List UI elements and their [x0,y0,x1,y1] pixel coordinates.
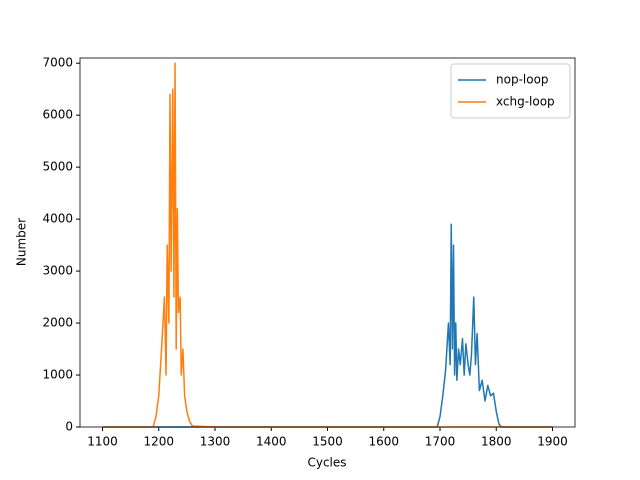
plot-frame [79,57,576,428]
x-tick-label: 1300 [200,435,231,449]
y-tick-label: 2000 [42,316,73,330]
y-axis-label: Number [15,218,29,266]
y-tick-label: 7000 [42,56,73,70]
x-tick-label: 1600 [368,435,399,449]
y-tick-label: 4000 [42,212,73,226]
legend-label: xchg-loop [496,95,555,109]
y-tick-label: 0 [65,420,73,434]
x-tick-label: 1800 [481,435,512,449]
legend-label: nop-loop [496,73,549,87]
line-series [102,223,553,428]
x-axis-label: Cycles [307,456,346,470]
y-tick-label: 6000 [42,108,73,122]
line-series [102,62,553,428]
y-tick-label: 3000 [42,264,73,278]
legend-box [450,63,571,119]
x-tick-label: 1700 [425,435,456,449]
x-tick-label: 1900 [537,435,568,449]
x-tick-label: 1500 [312,435,343,449]
x-tick-label: 1200 [143,435,174,449]
y-tick-label: 1000 [42,368,73,382]
y-tick-label: 5000 [42,160,73,174]
x-tick-label: 1400 [256,435,287,449]
x-tick-label: 1100 [87,435,118,449]
